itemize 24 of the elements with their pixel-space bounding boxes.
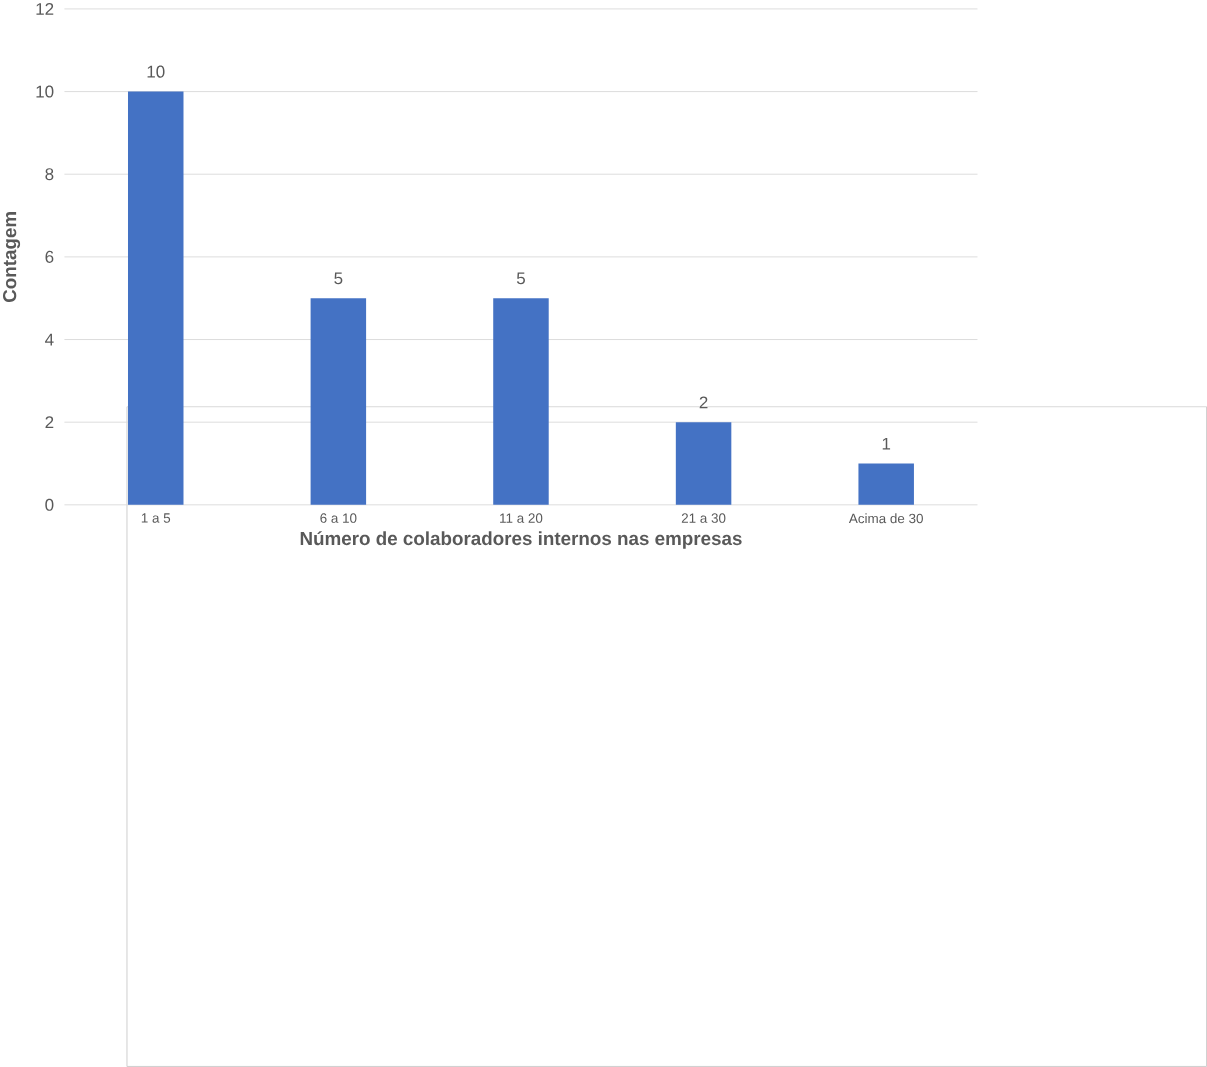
bar bbox=[858, 463, 914, 505]
y-tick-label: 4 bbox=[45, 333, 54, 346]
data-label: 2 bbox=[699, 396, 708, 409]
y-tick-label: 6 bbox=[45, 250, 54, 263]
data-label: 1 bbox=[882, 437, 891, 450]
bar bbox=[310, 298, 367, 505]
x-axis-title: Número de colaboradores internos nas empresas bbox=[300, 531, 742, 549]
x-tick-label: 21 a 30 bbox=[681, 513, 726, 523]
x-tick-label: 6 a 10 bbox=[320, 513, 357, 523]
data-label: 10 bbox=[147, 65, 165, 78]
bar bbox=[493, 298, 549, 505]
x-tick-label: 1 a 5 bbox=[141, 513, 171, 523]
bar bbox=[675, 422, 732, 505]
data-label: 5 bbox=[516, 272, 525, 285]
x-tick-label: Acima de 30 bbox=[848, 513, 923, 524]
bar bbox=[127, 91, 184, 505]
y-tick-label: 0 bbox=[45, 498, 54, 511]
y-tick-label: 2 bbox=[45, 416, 54, 429]
y-axis-title: Contagem bbox=[2, 212, 21, 303]
y-tick-label: 8 bbox=[45, 168, 54, 181]
y-tick-label: 12 bbox=[36, 3, 54, 15]
y-tick-label: 10 bbox=[36, 85, 54, 98]
x-tick-label: 11 a 20 bbox=[500, 513, 543, 523]
data-label: 5 bbox=[334, 272, 343, 285]
